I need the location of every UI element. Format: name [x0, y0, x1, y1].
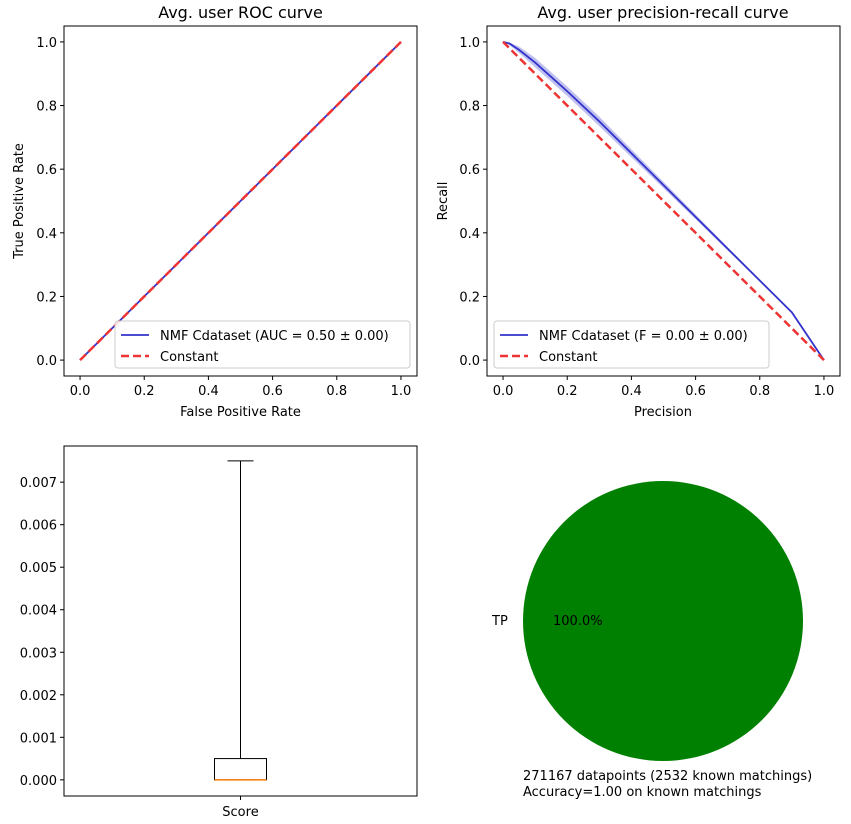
roc-ticks: 0.0 0.2 0.4 0.6 0.8 1.0 0.0 0.2 0.4 0.6 0.8 1.0 — [36, 36, 411, 399]
pr-ytick-label-4: 0.8 — [459, 100, 480, 115]
roc-xtick-label-4: 0.8 — [326, 384, 347, 399]
pr-ytick-label-3: 0.6 — [459, 163, 480, 178]
box-ytick-label-7: 0.007 — [20, 476, 57, 491]
roc-axes-frame — [63, 25, 418, 377]
pie-caption-line-1: 271167 datapoints (2532 known matchings) — [523, 769, 812, 784]
box-ytick-label-4: 0.004 — [20, 604, 57, 619]
roc-ytick-label-5: 1.0 — [36, 36, 57, 51]
pr-xtick-label-0: 0.0 — [493, 384, 514, 399]
roc-xtick-label-2: 0.4 — [198, 384, 219, 399]
pr-ytick-label-1: 0.2 — [459, 290, 480, 305]
pie-label-tp: TP — [491, 614, 508, 629]
box-panel: 0.000 0.001 0.002 0.003 0.004 0.005 0.006 0.007… — [20, 445, 418, 820]
roc-ytick-label-3: 0.6 — [36, 163, 57, 178]
pr-legend-frame — [493, 320, 770, 369]
pr-ylabel: Recall — [436, 182, 451, 221]
pr-ytick-label-2: 0.4 — [459, 227, 480, 242]
roc-legend: NMF Cdataset (AUC = 0.50 ± 0.00) Constan… — [114, 320, 411, 369]
roc-xtick-label-1: 0.2 — [134, 384, 155, 399]
roc-ytick-label-1: 0.2 — [36, 290, 57, 305]
roc-ylabel: True Positive Rate — [12, 143, 27, 260]
pie-caption-line-2: Accuracy=1.00 on known matchings — [523, 785, 762, 800]
pr-panel: Avg. user precision-recall curve 0.0 0.2 0… — [436, 3, 841, 420]
box-ticks: 0.000 0.001 0.002 0.003 0.004 0.005 0.006 0.007… — [20, 476, 259, 820]
pr-xtick-label-4: 0.8 — [749, 384, 770, 399]
pr-series-0-line — [502, 41, 825, 361]
roc-panel: Avg. user ROC curve 0.0 0.2 0.4 0.6 0.8 1.00.… — [12, 3, 418, 420]
pr-axes-frame — [486, 25, 841, 377]
pr-xtick-label-2: 0.4 — [621, 384, 642, 399]
pr-ticks: 0.0 0.2 0.4 0.6 0.8 1.0 0.0 0.2 0.4 0.6 0.8 1.0 — [459, 36, 834, 399]
pr-legend-label-constant: Constant — [539, 350, 597, 365]
pr-title: Avg. user precision-recall curve — [537, 3, 788, 22]
roc-xtick-label-0: 0.0 — [70, 384, 91, 399]
pr-ytick-label-5: 1.0 — [459, 36, 480, 51]
box-ytick-label-6: 0.006 — [20, 519, 57, 534]
roc-legend-label-constant: Constant — [160, 350, 218, 365]
pr-xtick-label-5: 1.0 — [814, 384, 835, 399]
box-ytick-label-5: 0.005 — [20, 561, 57, 576]
roc-ytick-label-0: 0.0 — [36, 354, 57, 369]
box-ytick-label-2: 0.002 — [20, 689, 57, 704]
box-ytick-label-3: 0.003 — [20, 646, 57, 661]
box-iqr-rect — [214, 758, 267, 781]
box-marks — [214, 460, 267, 781]
box-xtick-label-0: Score — [222, 805, 258, 820]
pr-xlabel: Precision — [634, 405, 692, 420]
roc-xtick-label-5: 1.0 — [391, 384, 412, 399]
roc-xlabel: False Positive Rate — [180, 405, 301, 420]
pr-legend-label-nmf: NMF Cdataset (F = 0.00 ± 0.00) — [539, 329, 748, 344]
pr-xtick-label-3: 0.6 — [685, 384, 706, 399]
pr-legend: NMF Cdataset (F = 0.00 ± 0.00) Constant — [493, 320, 770, 369]
pie-slice-tp — [523, 481, 803, 761]
pr-xtick-label-1: 0.2 — [557, 384, 578, 399]
pr-series-1-line — [502, 41, 825, 361]
pr-lines — [502, 41, 825, 361]
roc-title: Avg. user ROC curve — [158, 3, 323, 22]
roc-legend-label-nmf: NMF Cdataset (AUC = 0.50 ± 0.00) — [160, 329, 389, 344]
roc-lines — [79, 41, 402, 361]
roc-xtick-label-3: 0.6 — [262, 384, 283, 399]
pie-pct-tp: 100.0% — [553, 614, 603, 629]
pr-ytick-label-0: 0.0 — [459, 354, 480, 369]
roc-ytick-label-4: 0.8 — [36, 100, 57, 115]
roc-legend-frame — [114, 320, 411, 369]
pie-panel: TP 100.0% 271167 datapoints (2532 known … — [491, 481, 812, 800]
box-ytick-label-1: 0.001 — [20, 731, 57, 746]
roc-series-1-line — [79, 41, 402, 361]
box-ytick-label-0: 0.000 — [20, 774, 57, 789]
roc-ytick-label-2: 0.4 — [36, 227, 57, 242]
